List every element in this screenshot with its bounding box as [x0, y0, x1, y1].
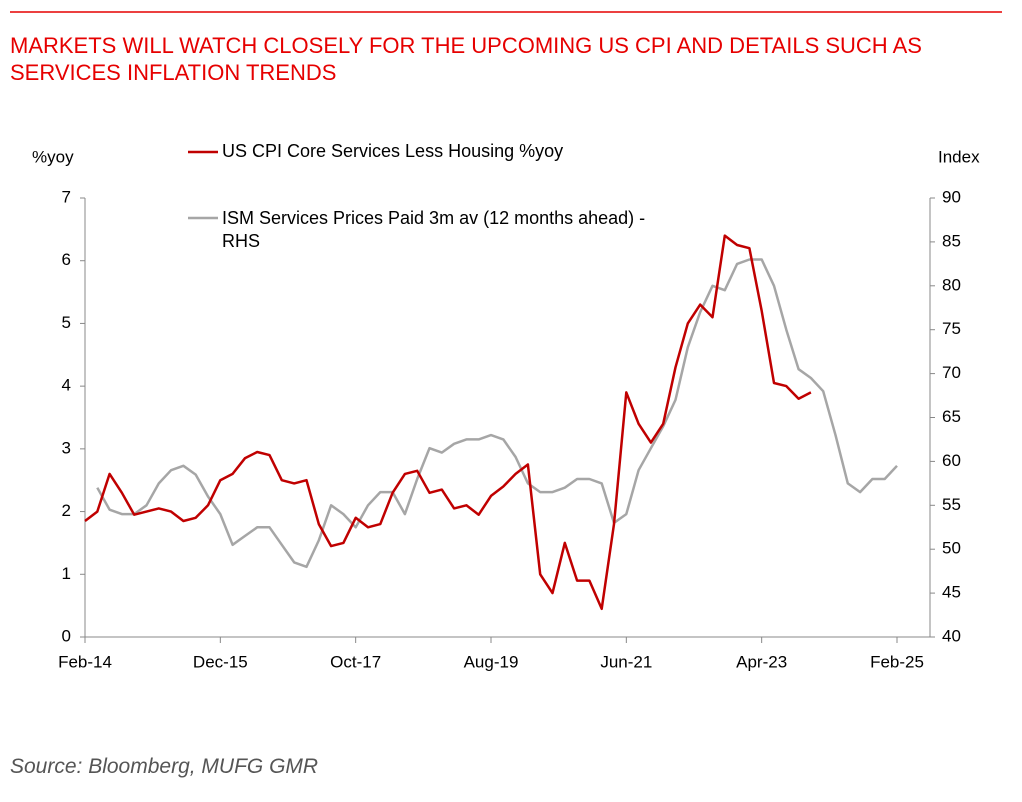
series-line	[84, 234, 812, 611]
y-tick-label: 5	[62, 313, 71, 332]
y2-tick-label: 70	[942, 363, 961, 382]
chart-title: MARKETS WILL WATCH CLOSELY FOR THE UPCOM…	[10, 33, 922, 85]
y2-tick-label: 75	[942, 319, 961, 338]
x-tick-label: Jun-21	[600, 652, 652, 671]
y-tick-label: 1	[62, 564, 71, 583]
y2-tick-label: 45	[942, 583, 961, 602]
x-tick-label: Apr-23	[736, 652, 787, 671]
legend-label: ISM Services Prices Paid 3m av (12 month…	[222, 208, 646, 251]
source: Source: Bloomberg, MUFG GMR	[10, 755, 319, 778]
y2-tick-label: 85	[942, 231, 961, 250]
y-axis-label: %yoy	[32, 147, 74, 166]
y2-tick-label: 80	[942, 275, 961, 294]
legend-label: US CPI Core Services Less Housing %yoy	[222, 141, 564, 161]
y2-tick-label: 55	[942, 495, 961, 514]
y2-tick-label: 90	[942, 187, 961, 206]
y-tick-label: 3	[62, 438, 71, 457]
y2-tick-label: 65	[942, 407, 961, 426]
y-tick-label: 0	[62, 626, 71, 645]
x-tick-label: Aug-19	[464, 652, 519, 671]
y-tick-label: 6	[62, 250, 71, 269]
y2-tick-label: 60	[942, 451, 961, 470]
y-tick-label: 4	[62, 376, 71, 395]
y2-tick-label: 40	[942, 626, 961, 645]
y2-tick-label: 50	[942, 539, 961, 558]
series-line	[96, 258, 898, 569]
y2-axis-label: Index	[938, 147, 980, 166]
y-tick-label: 2	[62, 501, 71, 520]
x-tick-label: Feb-25	[870, 652, 924, 671]
x-tick-label: Oct-17	[330, 652, 381, 671]
y-tick-label: 7	[62, 187, 71, 206]
x-tick-label: Feb-14	[58, 652, 112, 671]
x-tick-label: Dec-15	[193, 652, 248, 671]
